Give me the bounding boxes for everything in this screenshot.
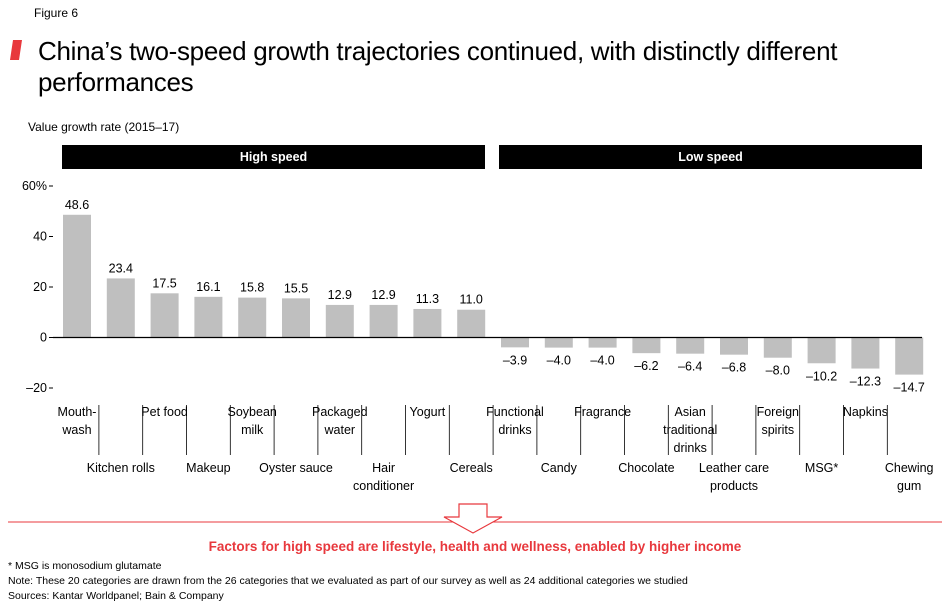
bar-value-label: –8.0 xyxy=(766,364,790,378)
bar xyxy=(369,304,398,338)
bar-value-label: 48.6 xyxy=(65,198,89,212)
category-label: Leather care xyxy=(699,461,769,475)
bar-value-label: –6.2 xyxy=(634,359,658,373)
down-arrow-icon xyxy=(443,503,503,534)
chart-subtitle: Value growth rate (2015–17) xyxy=(28,120,180,134)
category-label: Soybean xyxy=(228,405,277,419)
bar-value-label: –6.8 xyxy=(722,361,746,375)
group-header-label: High speed xyxy=(240,150,307,164)
bar xyxy=(895,337,924,375)
category-label: wash xyxy=(61,423,91,437)
bar xyxy=(851,337,880,369)
bar-value-label: –6.4 xyxy=(678,360,702,374)
y-tick-label: –20 xyxy=(26,381,47,395)
bar-value-label: –4.0 xyxy=(547,354,571,368)
category-label: milk xyxy=(241,423,264,437)
category-label: water xyxy=(324,423,356,437)
category-label: Asian xyxy=(675,405,706,419)
bar-value-label: –4.0 xyxy=(590,354,614,368)
category-label: Foreign xyxy=(757,405,799,419)
category-label: spirits xyxy=(761,423,794,437)
bar xyxy=(676,337,705,354)
figure-label: Figure 6 xyxy=(34,6,79,20)
bar xyxy=(720,337,748,355)
category-label: MSG* xyxy=(805,461,838,475)
category-label: Kitchen rolls xyxy=(87,461,155,475)
category-label: Candy xyxy=(541,461,578,475)
bar-value-label: 17.5 xyxy=(152,276,176,290)
category-label: products xyxy=(710,479,758,493)
bar xyxy=(763,337,792,358)
bar xyxy=(106,278,135,338)
bar xyxy=(150,293,179,338)
bar xyxy=(238,297,267,338)
bar xyxy=(413,308,442,338)
category-label: gum xyxy=(897,479,921,493)
category-label: Makeup xyxy=(186,461,231,475)
bar-value-label: –12.3 xyxy=(850,375,881,389)
group-header-label: Low speed xyxy=(678,150,743,164)
bar-value-label: 12.9 xyxy=(328,288,352,302)
y-tick-label: 0 xyxy=(40,331,47,345)
bar xyxy=(325,304,354,338)
category-label: Mouth- xyxy=(58,405,97,419)
footnote-note: Note: These 20 categories are drawn from… xyxy=(8,575,688,587)
bar xyxy=(282,298,310,338)
bar-value-label: 15.8 xyxy=(240,281,264,295)
bar xyxy=(588,337,617,348)
bar-value-label: 16.1 xyxy=(196,280,220,294)
bar-value-label: 23.4 xyxy=(109,261,133,275)
bar-value-label: 12.9 xyxy=(371,288,395,302)
bar xyxy=(457,309,486,338)
bar-value-label: –10.2 xyxy=(806,369,837,383)
category-label: Packaged xyxy=(312,405,368,419)
bar-value-label: 11.3 xyxy=(416,292,439,306)
bar-value-label: 15.5 xyxy=(284,281,308,295)
bar xyxy=(807,337,836,364)
category-label: Hair xyxy=(372,461,395,475)
bar xyxy=(501,337,529,348)
y-tick-label: 60% xyxy=(22,179,47,193)
category-label: Functional xyxy=(486,405,544,419)
bar xyxy=(63,214,91,338)
group-header-bar xyxy=(499,145,922,169)
chart-title: China’s two-speed growth trajectories co… xyxy=(38,36,838,97)
callout-text: Factors for high speed are lifestyle, he… xyxy=(208,539,742,554)
category-label: Pet food xyxy=(141,405,188,419)
group-header-bar xyxy=(62,145,485,169)
category-label: Cereals xyxy=(450,461,493,475)
footnote-sources: Sources: Kantar Worldpanel; Bain & Compa… xyxy=(8,590,224,602)
category-label: drinks xyxy=(498,423,531,437)
category-label: traditional xyxy=(663,423,717,437)
category-label: Fragrance xyxy=(574,405,631,419)
bar-value-label: 11.0 xyxy=(459,293,482,307)
y-tick-label: 40 xyxy=(33,230,47,244)
bar-value-label: –14.7 xyxy=(894,381,925,395)
category-label: Oyster sauce xyxy=(259,461,333,475)
title-accent-mark xyxy=(10,40,22,60)
category-label: Chewing xyxy=(885,461,934,475)
category-label: conditioner xyxy=(353,479,414,493)
category-label: Yogurt xyxy=(410,405,446,419)
bar xyxy=(194,296,223,338)
category-label: Chocolate xyxy=(618,461,674,475)
bar-value-label: –3.9 xyxy=(503,353,527,367)
y-tick-label: 20 xyxy=(33,280,47,294)
bar xyxy=(632,337,661,354)
category-label: drinks xyxy=(674,441,707,455)
bar xyxy=(544,337,573,348)
footnote-msg: * MSG is monosodium glutamate xyxy=(8,560,162,572)
category-label: Napkins xyxy=(843,405,888,419)
